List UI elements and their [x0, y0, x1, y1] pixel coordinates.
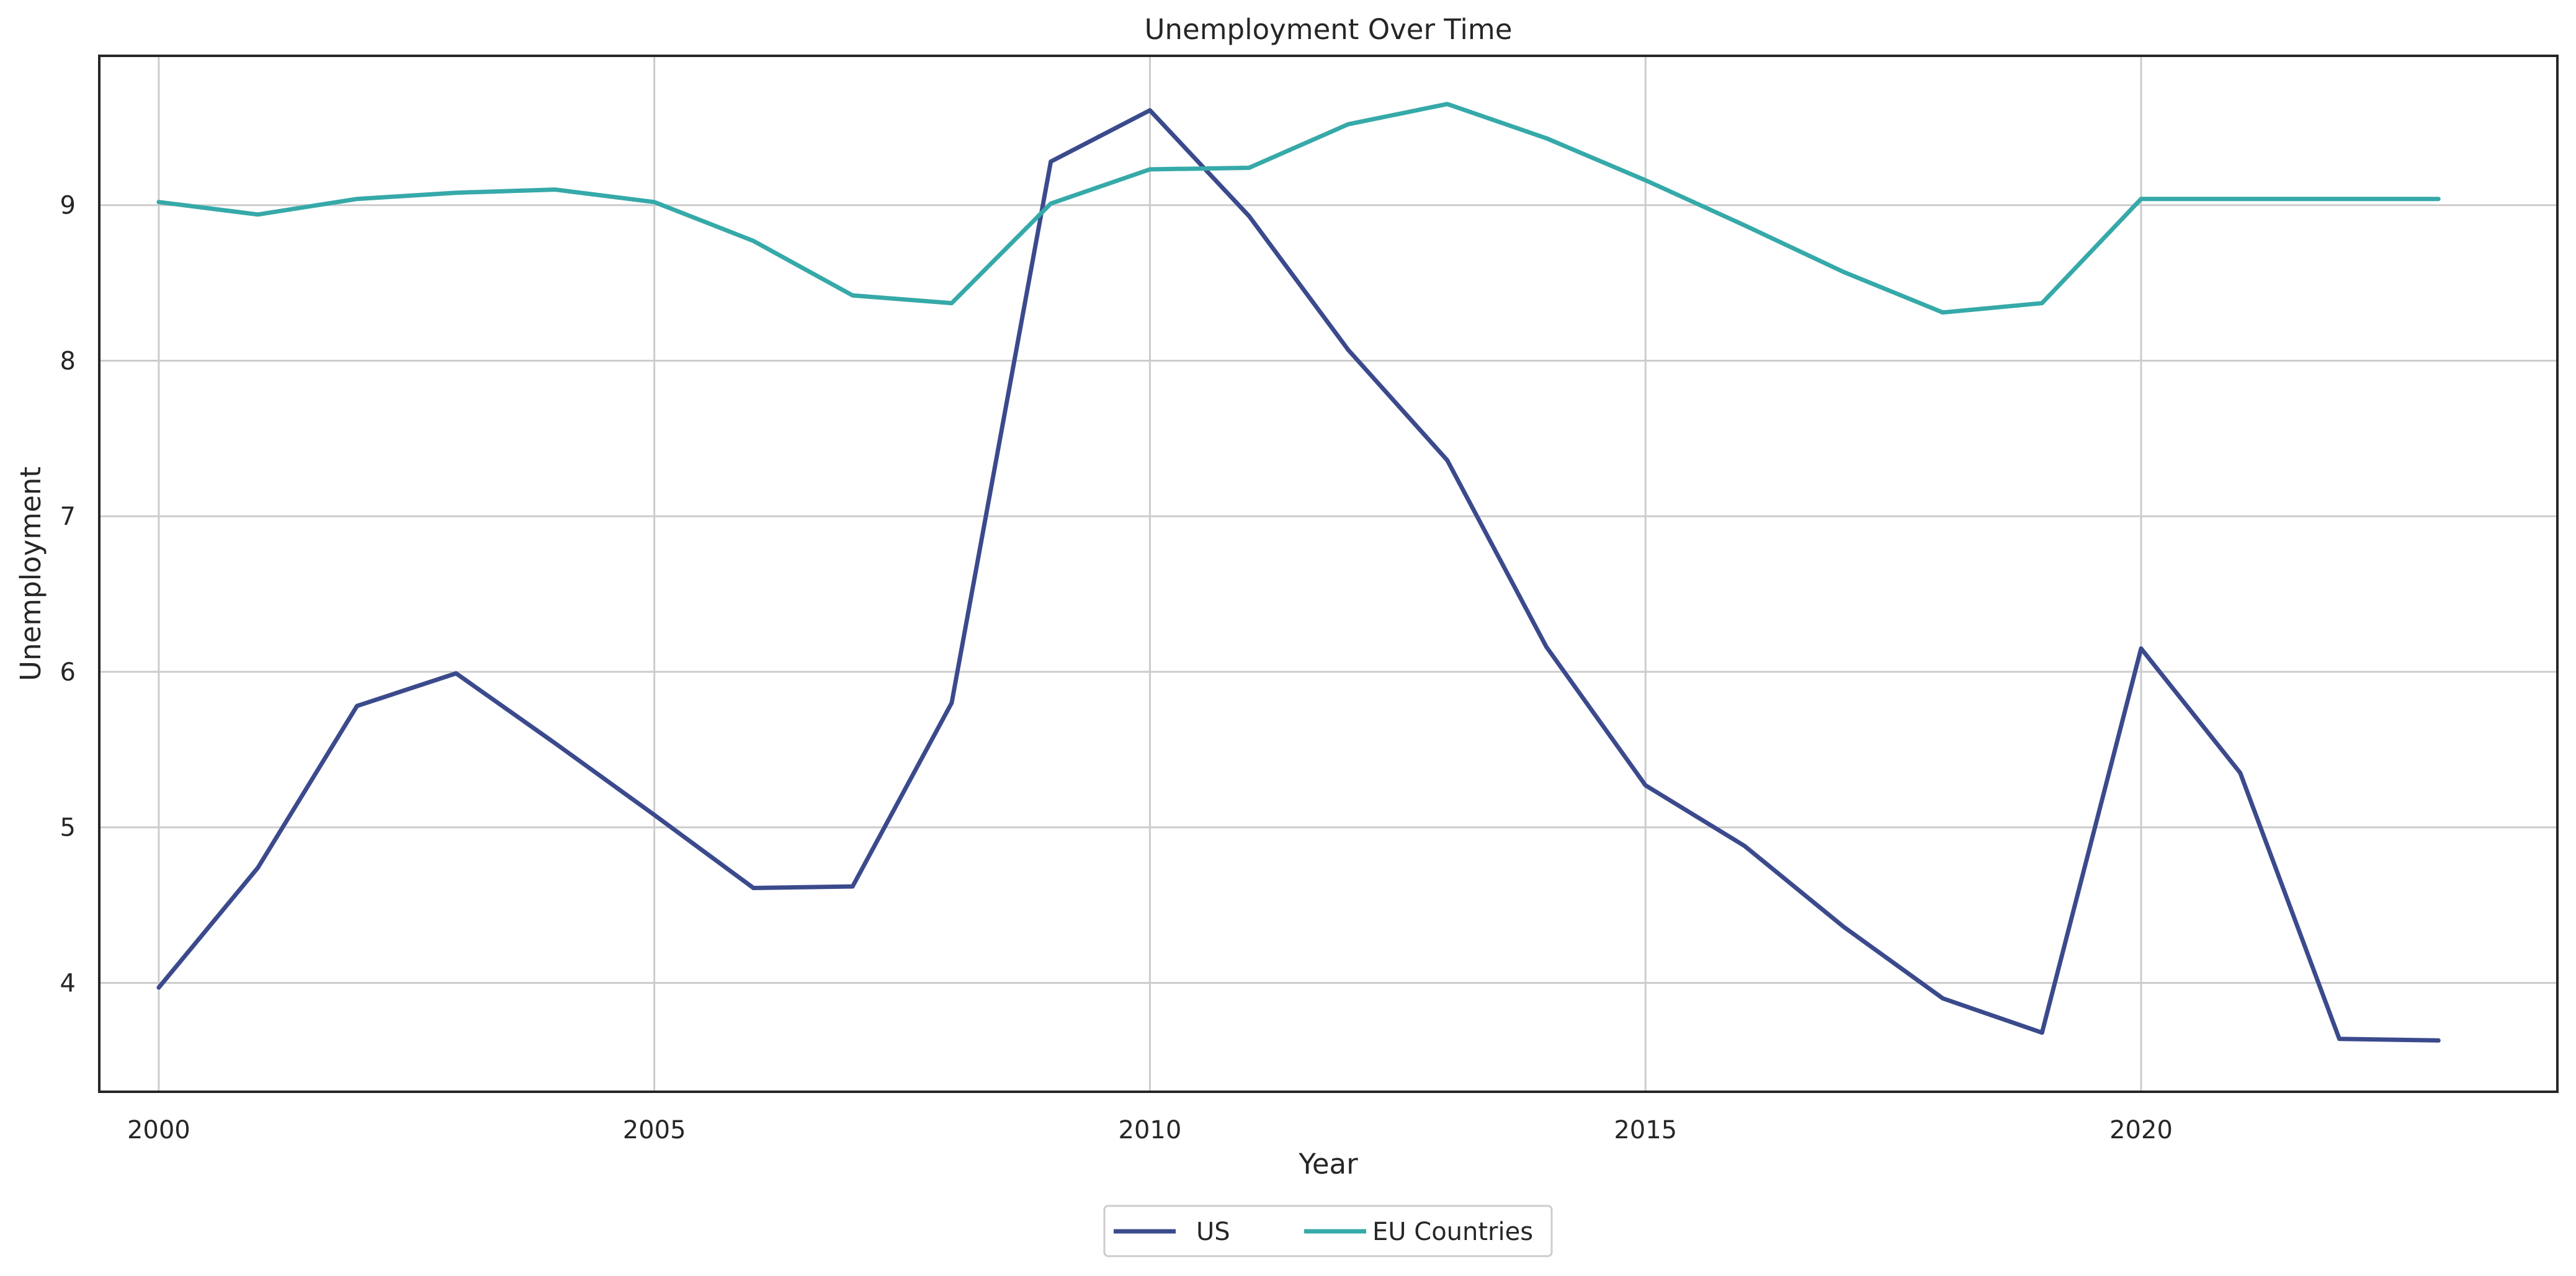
legend-label-eu-countries: EU Countries	[1372, 1218, 1533, 1246]
data-point-eu-countries	[651, 199, 658, 206]
data-point-us	[2435, 1037, 2442, 1044]
series-lines	[155, 100, 2442, 1044]
data-point-us	[1444, 457, 1451, 464]
data-point-eu-countries	[1344, 120, 1352, 128]
data-point-us	[2137, 645, 2145, 652]
data-point-eu-countries	[849, 292, 856, 299]
data-point-us	[1741, 842, 1748, 850]
data-point-us	[849, 883, 856, 890]
x-tick-labels: 2000 2005 2010 2015 2020	[127, 1116, 2173, 1144]
data-point-eu-countries	[749, 237, 757, 244]
data-point-us	[1939, 995, 1947, 1002]
data-point-eu-countries	[1444, 100, 1451, 108]
data-point-eu-countries	[2237, 195, 2244, 203]
grid	[99, 56, 2557, 1092]
data-point-eu-countries	[452, 189, 460, 197]
data-point-eu-countries	[2435, 195, 2442, 203]
data-point-eu-countries	[1741, 221, 1748, 229]
series-line-us	[156, 108, 2441, 1043]
y-tick-label: 6	[60, 658, 76, 687]
data-point-us	[155, 984, 163, 991]
y-tick-labels: 4 5 6 7 8 9	[60, 192, 76, 998]
data-point-eu-countries	[2336, 195, 2343, 203]
legend: US EU Countries	[1103, 1205, 1553, 1257]
data-point-us	[948, 699, 955, 707]
data-point-eu-countries	[1542, 135, 1550, 142]
y-tick-label: 8	[60, 347, 76, 375]
data-point-us	[1344, 346, 1352, 354]
x-tick-label: 2005	[623, 1116, 686, 1144]
data-point-eu-countries	[1047, 200, 1055, 207]
data-point-eu-countries	[2137, 195, 2145, 203]
data-point-us	[1146, 107, 1153, 114]
data-point-us	[552, 739, 559, 747]
x-axis-label: Year	[1298, 1148, 1358, 1180]
data-point-eu-countries	[155, 199, 163, 206]
x-tick-label: 2015	[1614, 1116, 1677, 1144]
data-point-eu-countries	[1840, 269, 1848, 276]
plot-frame	[98, 55, 2559, 1093]
data-point-eu-countries	[1939, 309, 1947, 316]
y-tick-label: 9	[60, 192, 76, 220]
data-point-eu-countries	[552, 186, 559, 194]
data-point-us	[1840, 923, 1848, 930]
x-tick-label: 2020	[2109, 1116, 2173, 1144]
data-point-eu-countries	[2038, 300, 2046, 307]
series-line-eu-countries	[156, 102, 2441, 315]
data-point-us	[1047, 158, 1055, 166]
data-point-us	[749, 885, 757, 892]
data-point-eu-countries	[254, 211, 262, 218]
data-point-eu-countries	[1245, 164, 1253, 172]
data-point-eu-countries	[1146, 166, 1153, 173]
y-tick-label: 7	[60, 502, 76, 531]
y-tick-label: 5	[60, 814, 76, 842]
data-point-us	[254, 864, 262, 872]
y-tick-label: 4	[60, 969, 76, 997]
chart-title: Unemployment Over Time	[1145, 13, 1513, 46]
data-point-eu-countries	[353, 195, 360, 203]
x-tick-label: 2000	[127, 1116, 190, 1144]
data-point-us	[2336, 1035, 2343, 1043]
data-point-eu-countries	[948, 300, 955, 307]
data-point-us	[2237, 769, 2244, 777]
data-point-us	[2038, 1029, 2046, 1037]
data-point-us	[1642, 782, 1649, 789]
data-point-us	[452, 669, 460, 677]
x-tick-label: 2010	[1119, 1116, 1182, 1144]
y-axis-label: Unemployment	[14, 466, 47, 681]
data-point-us	[1542, 643, 1550, 651]
data-point-us	[353, 702, 360, 710]
data-point-eu-countries	[1642, 177, 1649, 184]
legend-label-us: US	[1196, 1218, 1230, 1246]
data-point-us	[651, 811, 658, 819]
data-point-us	[1245, 212, 1253, 220]
